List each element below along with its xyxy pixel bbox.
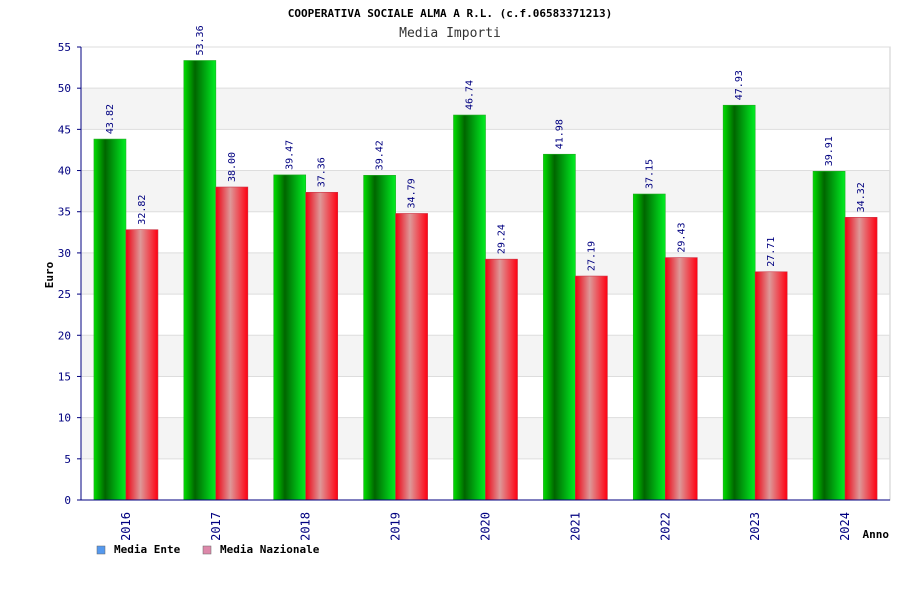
bar-media-nazionale <box>395 213 428 501</box>
y-tick-label: 25 <box>58 288 71 301</box>
bars: 43.82 32.82 53.36 38.00 39.47 37.36 39.42 34.79… <box>93 25 878 501</box>
data-label: 34.32 <box>856 182 867 212</box>
legend-swatch <box>202 545 212 555</box>
data-label: 29.43 <box>676 222 687 252</box>
legend-label: Media Nazionale <box>220 543 320 556</box>
bar-media-nazionale <box>664 257 698 501</box>
y-tick-label: 45 <box>58 123 71 136</box>
x-tick-label: 2016 <box>119 512 133 541</box>
y-tick-label: 5 <box>64 453 71 466</box>
y-tick-label: 35 <box>58 206 71 219</box>
x-tick-label: 2018 <box>299 512 313 541</box>
data-label: 39.91 <box>824 136 835 166</box>
legend-item: Media Ente <box>96 543 181 556</box>
chart-title: COOPERATIVA SOCIALE ALMA A R.L. (c.f.065… <box>288 7 613 20</box>
y-tick-label: 55 <box>58 41 71 54</box>
x-tick-label: 2017 <box>209 512 223 541</box>
legend-swatch <box>96 545 106 555</box>
chart-subtitle: Media Importi <box>399 26 501 41</box>
bar-media-ente <box>183 60 217 501</box>
bar-media-ente <box>273 174 307 501</box>
y-axis-label: Euro <box>43 261 56 288</box>
legend-item: Media Nazionale <box>202 543 320 556</box>
data-label: 38.00 <box>227 152 238 182</box>
data-label: 39.47 <box>285 140 296 170</box>
data-label: 27.71 <box>766 237 777 267</box>
y-tick-label: 0 <box>64 494 71 507</box>
legend-label: Media Ente <box>114 543 181 556</box>
y-tick-label: 15 <box>58 370 71 383</box>
axes: 0 5 10 15 20 25 30 35 40 45 50 55 2016 2017 2018 2019 20… <box>58 41 890 541</box>
bar-media-ente <box>543 153 576 501</box>
bar-media-nazionale <box>305 191 339 501</box>
bar-media-ente <box>632 193 666 501</box>
data-label: 34.79 <box>407 178 418 208</box>
x-tick-label: 2021 <box>568 512 582 541</box>
y-tick-label: 30 <box>58 247 71 260</box>
data-label: 43.82 <box>105 104 116 134</box>
data-label: 29.24 <box>497 224 508 254</box>
data-label: 41.98 <box>554 119 565 149</box>
x-tick-label: 2020 <box>479 512 493 541</box>
bar-media-nazionale <box>575 275 608 501</box>
data-label: 53.36 <box>195 25 206 55</box>
x-axis-label: Anno <box>863 528 890 541</box>
data-label: 47.93 <box>734 70 745 100</box>
bar-media-ente <box>812 170 846 501</box>
bar-media-ente <box>93 138 127 501</box>
y-tick-label: 40 <box>58 165 71 178</box>
data-label: 37.15 <box>644 159 655 189</box>
bar-media-nazionale <box>754 271 788 501</box>
bar-media-ente <box>363 175 396 501</box>
bar-media-nazionale <box>215 186 249 501</box>
bar-media-nazionale <box>125 229 159 501</box>
data-label: 32.82 <box>137 195 148 225</box>
bar-media-nazionale <box>844 217 878 501</box>
x-tick-label: 2024 <box>838 512 852 541</box>
y-tick-label: 10 <box>58 412 71 425</box>
x-tick-label: 2019 <box>389 512 403 541</box>
data-label: 39.42 <box>375 140 386 170</box>
x-tick-label: 2022 <box>658 512 672 541</box>
bar-media-ente <box>722 104 756 501</box>
bar-media-ente <box>453 114 486 501</box>
bar-media-nazionale <box>485 258 518 501</box>
data-label: 27.19 <box>586 241 597 271</box>
legend: Media Ente Media Nazionale <box>96 543 320 556</box>
data-label: 46.74 <box>465 80 476 110</box>
x-tick-label: 2023 <box>748 512 762 541</box>
y-tick-label: 50 <box>58 82 71 95</box>
data-label: 37.36 <box>317 157 328 187</box>
y-tick-label: 20 <box>58 329 71 342</box>
